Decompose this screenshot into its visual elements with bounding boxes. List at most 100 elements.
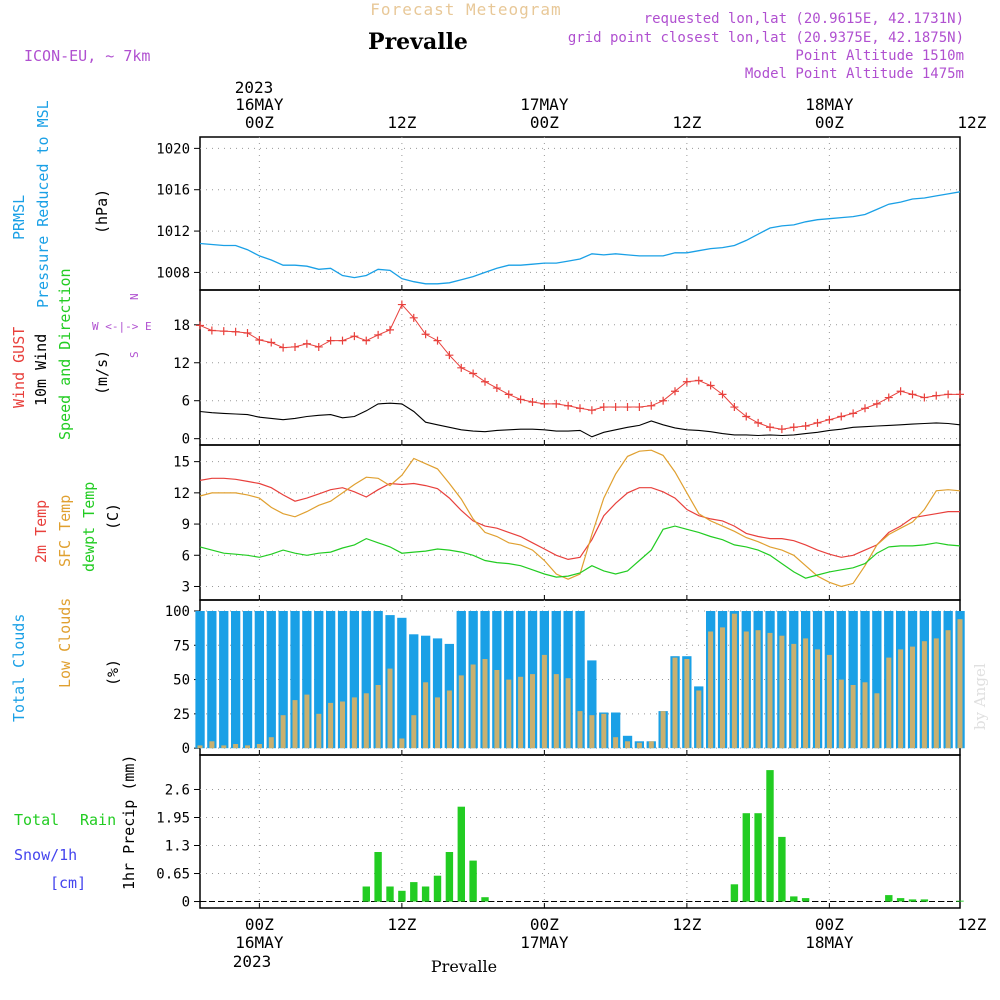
panel-frame (199, 444, 961, 601)
wind-line (199, 402, 961, 438)
low-cloud-bar (815, 649, 820, 749)
cloud-panel: Total Clouds Low Clouds (%) 0 25 50 75 100 (10, 598, 965, 757)
precip-plot: 0 0.65 1.3 1.95 2.6 (156, 754, 964, 911)
gust-marker (944, 390, 953, 399)
total-cloud-bar (302, 611, 312, 749)
low-cloud-bar (565, 678, 571, 749)
gust-marker (362, 336, 371, 345)
gust-marker (694, 376, 703, 385)
rain-bar (885, 895, 893, 902)
low-cloud-bar (684, 659, 690, 749)
bottom-date-label: 17MAY (520, 933, 569, 952)
total-cloud-bar (575, 611, 585, 749)
y-tick-label: 50 (173, 673, 190, 689)
low-cloud-bar (530, 674, 535, 749)
low-cloud-bar (340, 701, 345, 749)
temp-label-dew: dewpt Temp (80, 482, 98, 572)
compass-south: S (128, 351, 141, 358)
temp-label-2m: 2m Temp (32, 500, 50, 563)
total-cloud-bar (337, 611, 348, 749)
pressure-label-2: Pressure Reduced to MSL (34, 100, 52, 308)
gust-marker (302, 339, 311, 348)
gust-marker (861, 404, 869, 413)
gust-marker (219, 327, 228, 336)
gust-marker (576, 404, 584, 413)
gust-marker (481, 377, 489, 386)
total-cloud-bar (326, 611, 336, 749)
panel-frame (199, 754, 961, 909)
gust-marker (872, 399, 881, 408)
gust-marker (243, 329, 252, 338)
gust-marker (932, 391, 941, 400)
low-cloud-bar (648, 741, 654, 749)
top-date-label: 18MAY (805, 95, 854, 114)
total-cloud-bar (361, 611, 371, 749)
cloud-unit: (%) (104, 659, 122, 686)
gust-marker (291, 342, 299, 351)
gust-marker (825, 415, 834, 424)
gust-marker (789, 423, 798, 432)
low-cloud-bar (458, 675, 464, 749)
rain-bar (920, 899, 929, 902)
y-tick-label: 1012 (156, 224, 190, 240)
top-date-label: 16MAY (235, 95, 284, 114)
total-cloud-bar (409, 634, 419, 749)
low-cloud-bar (803, 638, 809, 749)
panel-frame (199, 136, 961, 291)
low-cloud-bar (399, 738, 405, 749)
top-hour-label: 12Z (387, 113, 416, 132)
low-cloud-bar (268, 737, 274, 749)
gust-marker (671, 387, 679, 396)
top-year: 2023 (235, 78, 274, 97)
low-cloud-bar (779, 635, 785, 749)
gust-marker (492, 384, 501, 393)
low-cloud-bar (933, 638, 939, 749)
rain-bar (374, 852, 382, 902)
low-cloud-bar (862, 682, 868, 749)
temp-sfc-line (199, 449, 961, 588)
temp-unit: (C) (104, 503, 122, 530)
low-cloud-bar (482, 659, 488, 749)
y-tick-label: 18 (173, 318, 190, 334)
gust-marker (801, 422, 810, 431)
y-tick-label: 12 (173, 486, 190, 502)
gust-marker (956, 390, 964, 399)
cloud-label-low: Low Clouds (56, 598, 74, 688)
y-tick-label: 2.6 (165, 782, 190, 798)
gust-marker (231, 327, 240, 336)
total-cloud-bar (872, 611, 882, 749)
low-cloud-bar (577, 711, 583, 749)
low-cloud-bar (387, 668, 393, 749)
total-cloud-bar (349, 611, 359, 749)
rain-bar (445, 852, 454, 902)
low-cloud-bar (708, 631, 714, 749)
gust-marker (849, 409, 858, 418)
rain-bar (410, 882, 418, 902)
bottom-date-label: 16MAY (235, 933, 284, 952)
low-cloud-bar (731, 613, 737, 749)
gust-marker (611, 403, 620, 412)
temperature-plot: 3 6 9 12 15 (173, 444, 961, 601)
temp-dew-line (199, 525, 961, 579)
rain-bar (730, 884, 739, 902)
low-cloud-bar (292, 700, 298, 749)
total-cloud-bar (195, 611, 205, 749)
gust-marker (397, 300, 406, 309)
low-cloud-bar (316, 713, 322, 749)
rain-bar (433, 875, 442, 902)
rain-bar (778, 836, 786, 902)
gust-marker (255, 335, 264, 344)
y-tick-label: 0 (182, 895, 190, 911)
gust-marker (433, 336, 442, 345)
pressure-label-1: PRMSL (10, 195, 28, 240)
low-cloud-bar (245, 745, 250, 749)
low-cloud-bar (874, 693, 880, 749)
low-cloud-bar (898, 649, 904, 749)
top-date-label: 17MAY (520, 95, 569, 114)
y-tick-label: 75 (173, 638, 190, 654)
gust-marker (884, 393, 893, 402)
low-cloud-bar (660, 711, 666, 749)
precip-label-snow: Snow/1h (14, 846, 77, 864)
total-cloud-bar (219, 611, 229, 749)
